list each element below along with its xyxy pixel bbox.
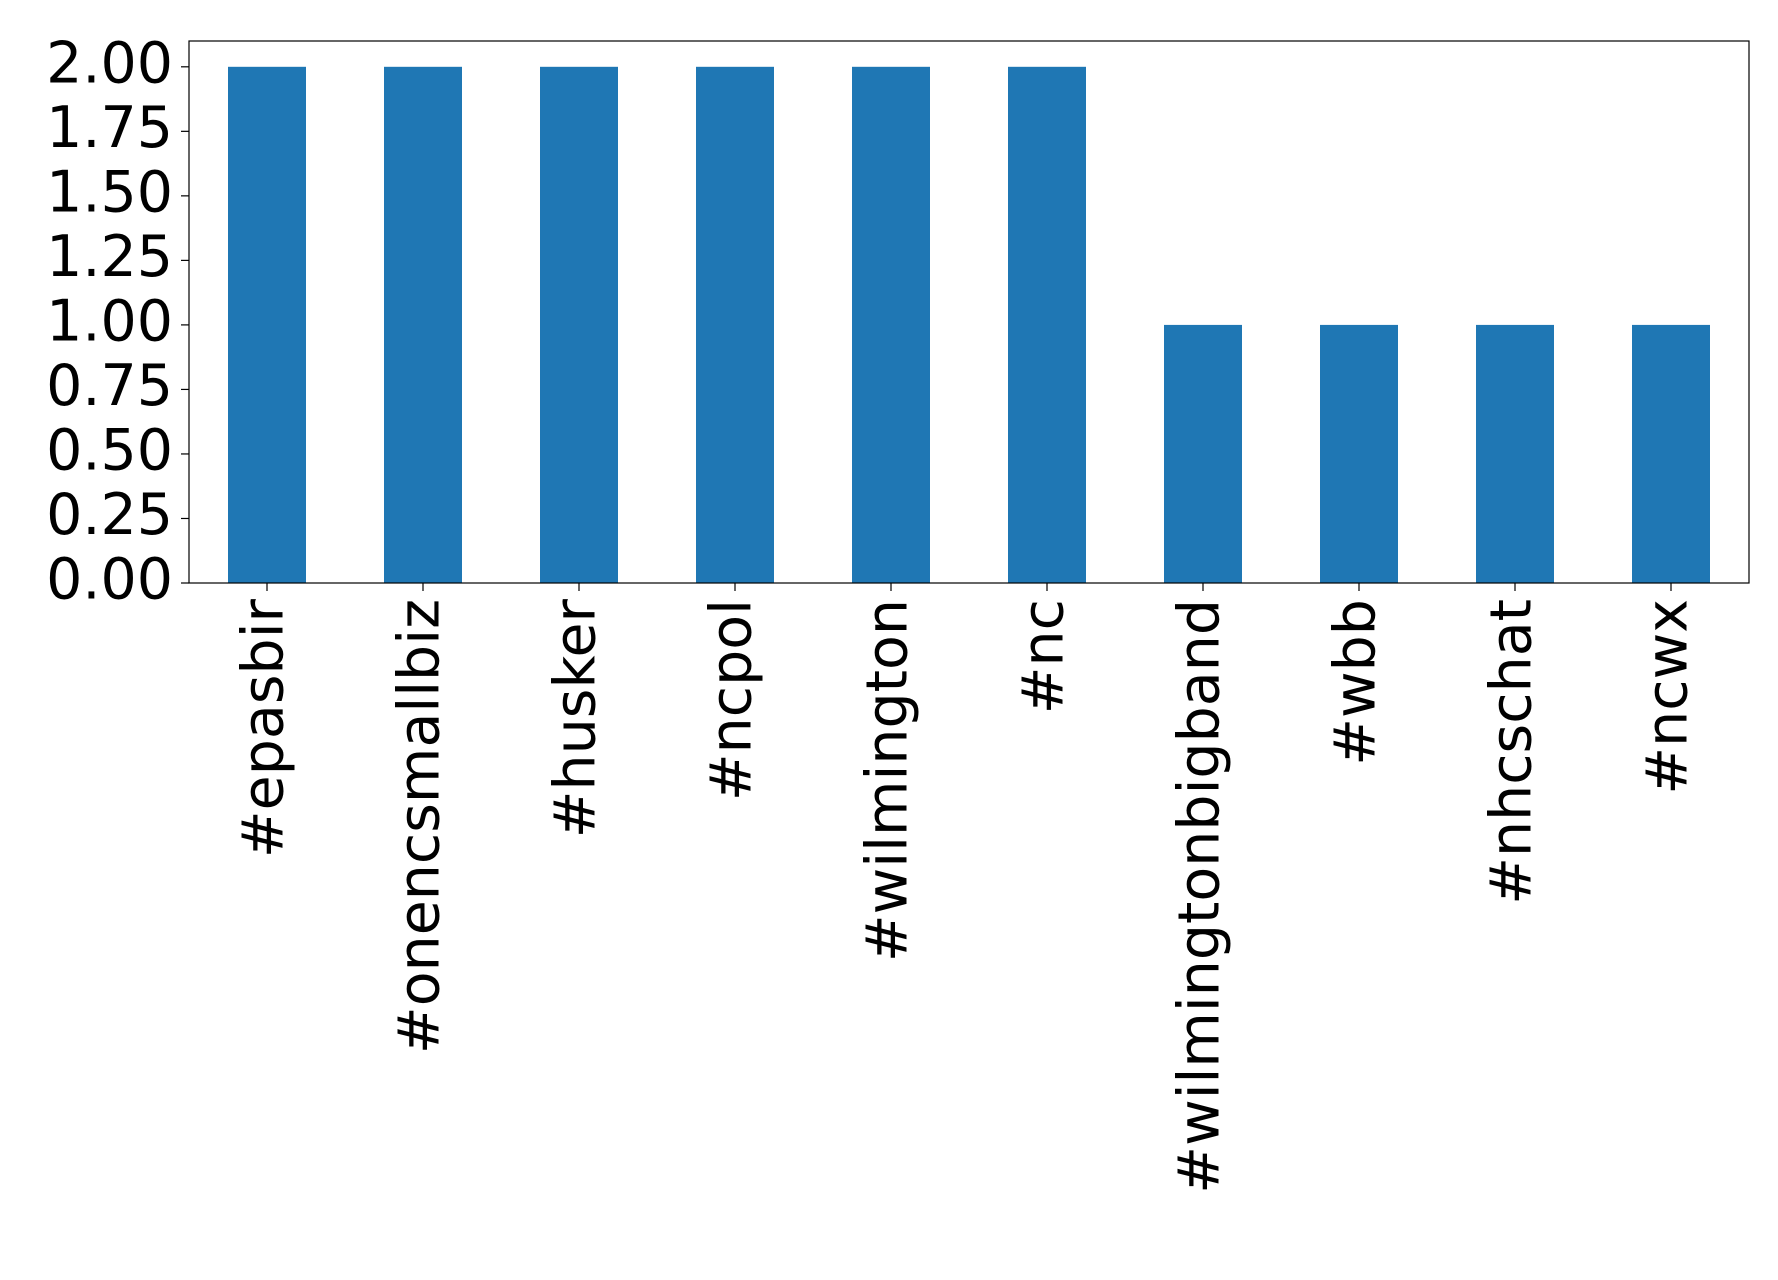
y-tick-label: 1.75 — [46, 95, 173, 161]
y-tick-label: 0.00 — [46, 547, 173, 613]
bar — [1476, 324, 1554, 583]
x-tick-label: #onencsmallbiz — [387, 599, 453, 1054]
bar — [1632, 324, 1710, 583]
bar — [228, 66, 306, 584]
y-tick-label: 1.25 — [46, 224, 173, 290]
y-tick-label: 0.25 — [46, 482, 173, 548]
bar — [540, 66, 618, 584]
x-tick-label: #ncwx — [1635, 599, 1701, 795]
y-tick-label: 1.00 — [46, 289, 173, 355]
x-tick-label: #ncpol — [699, 599, 765, 801]
y-tick-label: 0.50 — [46, 418, 173, 484]
x-tick-label: #nhcschat — [1479, 599, 1545, 905]
y-tick-label: 2.00 — [46, 30, 173, 96]
plot-frame — [188, 40, 1750, 584]
bar — [1008, 66, 1086, 584]
x-tick-label: #husker — [543, 598, 609, 838]
x-tick-label: #wilmingtonbigband — [1167, 599, 1233, 1194]
y-tick-label: 1.50 — [46, 159, 173, 225]
x-tick-label: #wilmington — [855, 599, 921, 962]
x-tick-label: #epasbir — [231, 598, 297, 858]
bar — [1320, 324, 1398, 583]
x-tick-label: #wbb — [1323, 599, 1389, 766]
bar — [384, 66, 462, 584]
bar — [852, 66, 930, 584]
x-tick-label: #nc — [1011, 599, 1077, 714]
bar — [696, 66, 774, 584]
y-tick-label: 0.75 — [46, 353, 173, 419]
bar — [1164, 324, 1242, 583]
